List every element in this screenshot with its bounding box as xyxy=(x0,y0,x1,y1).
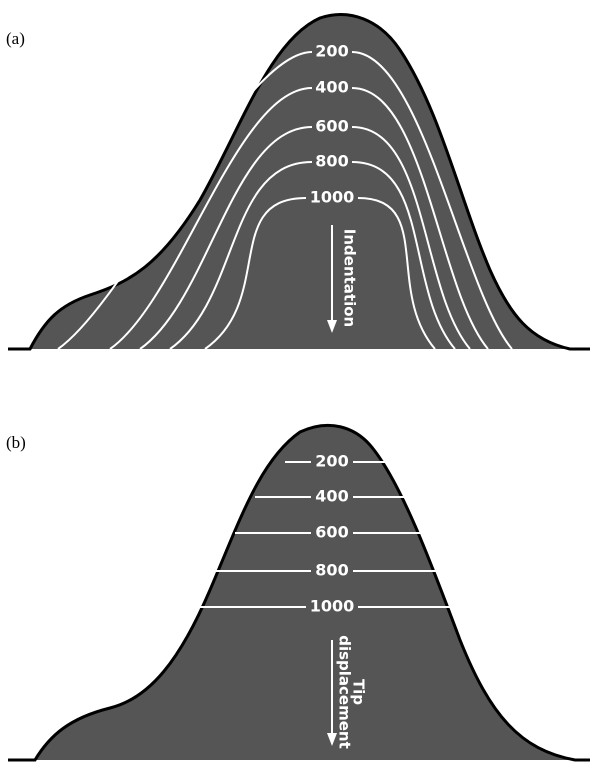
panel-label: (b) xyxy=(6,433,26,452)
surface-profile xyxy=(8,425,590,760)
arrow-label: Indentation xyxy=(341,229,359,327)
surface-profile xyxy=(8,15,590,349)
contour-label: 400 xyxy=(315,78,348,97)
contour-label: 400 xyxy=(315,487,348,506)
arrow-label: displacement xyxy=(336,635,354,749)
panel-label: (a) xyxy=(6,29,25,48)
contour-label: 1000 xyxy=(310,188,355,207)
contour-label: 800 xyxy=(315,152,348,171)
figure: (a) (b) 200 400 600 800 1000 200 400 600 800 1000… xyxy=(0,0,590,763)
contour-label: 1000 xyxy=(310,597,355,616)
contour-label: 800 xyxy=(315,561,348,580)
contour-label: 200 xyxy=(315,452,348,471)
contour-label: 600 xyxy=(315,523,348,542)
contour-label: 200 xyxy=(315,42,348,61)
contour-label: 600 xyxy=(315,117,348,136)
